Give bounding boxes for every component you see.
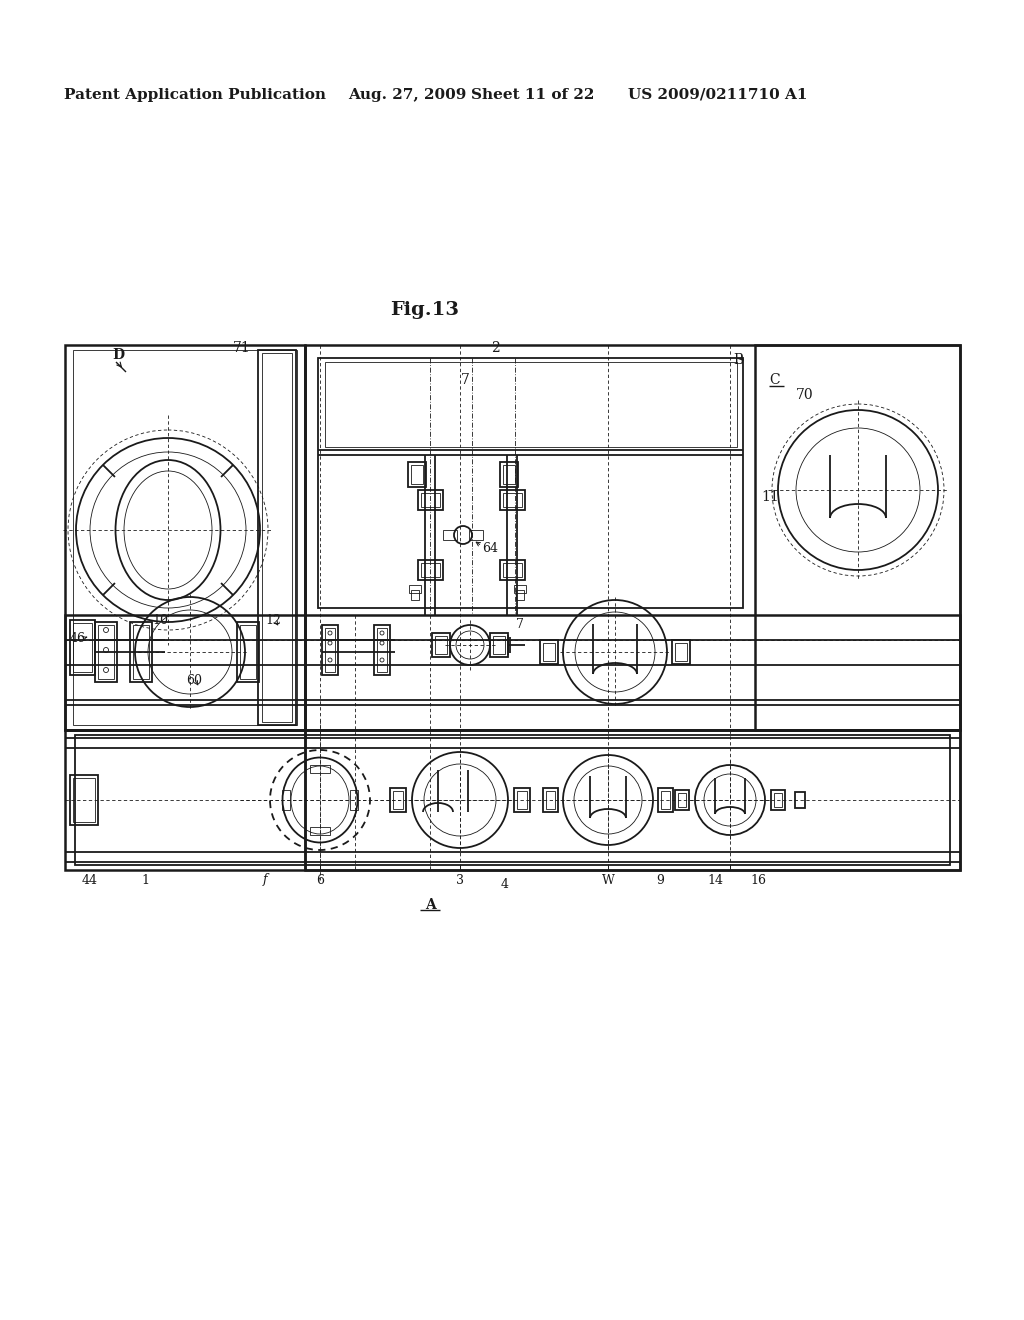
Bar [390,788,406,812]
Bar [435,636,447,653]
Bar [70,620,95,675]
Bar [490,634,508,657]
Bar [325,362,737,447]
Text: 7: 7 [461,374,469,387]
Bar [133,624,150,678]
Bar [409,585,421,593]
Text: 44: 44 [82,874,98,887]
Bar [493,636,505,653]
Bar [503,564,522,577]
Bar [672,640,690,664]
Text: 16: 16 [750,874,766,887]
Bar [795,792,805,808]
Bar [98,624,114,678]
Text: 1: 1 [141,874,150,887]
Bar [65,730,961,870]
Bar [771,789,785,810]
Bar [75,735,950,865]
Bar [350,789,358,810]
Bar [503,492,522,507]
Bar [514,585,526,593]
Text: 2: 2 [490,341,500,355]
Bar [411,590,419,601]
Bar [237,622,259,682]
Text: 71: 71 [233,341,251,355]
Text: US 2009/0211710 A1: US 2009/0211710 A1 [629,88,808,102]
Text: 64: 64 [482,541,498,554]
Bar [73,350,297,725]
Bar [675,643,687,661]
Bar [546,791,555,809]
Bar [500,490,525,510]
Text: Aug. 27, 2009: Aug. 27, 2009 [348,88,466,102]
Bar [432,634,450,657]
Bar [469,531,483,540]
Text: A: A [425,898,435,912]
Bar [258,350,296,725]
Bar [514,788,530,812]
Text: 3: 3 [456,874,464,887]
Text: D: D [112,348,124,362]
Bar [421,564,440,577]
Bar [543,643,555,661]
Bar [262,352,292,722]
Text: 70: 70 [797,388,814,403]
Bar [322,624,338,675]
Bar [662,791,670,809]
Text: B: B [733,352,743,367]
Bar [678,793,686,807]
Text: 60: 60 [186,673,202,686]
Bar [73,777,95,822]
Bar [418,490,443,510]
Text: 6: 6 [316,874,324,887]
Bar [374,624,390,675]
Bar [310,828,330,836]
Bar [130,622,152,682]
Bar [540,640,558,664]
Text: Patent Application Publication: Patent Application Publication [63,88,326,102]
Text: f: f [263,874,267,887]
Text: 46: 46 [70,631,86,644]
Bar [377,628,387,672]
Bar [65,345,305,730]
Bar [500,560,525,579]
Bar [658,788,673,812]
Bar [411,465,423,484]
Bar [305,345,961,870]
Bar [516,590,524,601]
Text: Fig.13: Fig.13 [390,301,460,319]
Bar [421,492,440,507]
Text: 11: 11 [761,490,779,504]
Bar [240,624,256,678]
Bar [500,462,518,487]
Bar [443,531,457,540]
Bar [755,345,961,730]
Bar [517,791,527,809]
Bar [95,622,117,682]
Text: W: W [601,874,614,887]
Bar [543,788,558,812]
Bar [393,791,403,809]
Bar [503,465,515,484]
Bar [408,462,426,487]
Bar [774,793,782,807]
Text: C: C [770,374,780,387]
Text: 14: 14 [707,874,723,887]
Text: Sheet 11 of 22: Sheet 11 of 22 [471,88,595,102]
Bar [325,628,335,672]
Bar [70,775,98,825]
Bar [675,789,689,810]
Bar [65,615,961,730]
Bar [282,789,290,810]
Bar [310,766,330,774]
Text: 12: 12 [265,614,281,627]
Text: 10: 10 [152,614,168,627]
Bar [418,560,443,579]
Text: 7: 7 [516,619,524,631]
Text: 9: 9 [656,874,664,887]
Text: 4: 4 [501,879,509,891]
Bar [318,358,743,609]
Bar [73,623,92,672]
